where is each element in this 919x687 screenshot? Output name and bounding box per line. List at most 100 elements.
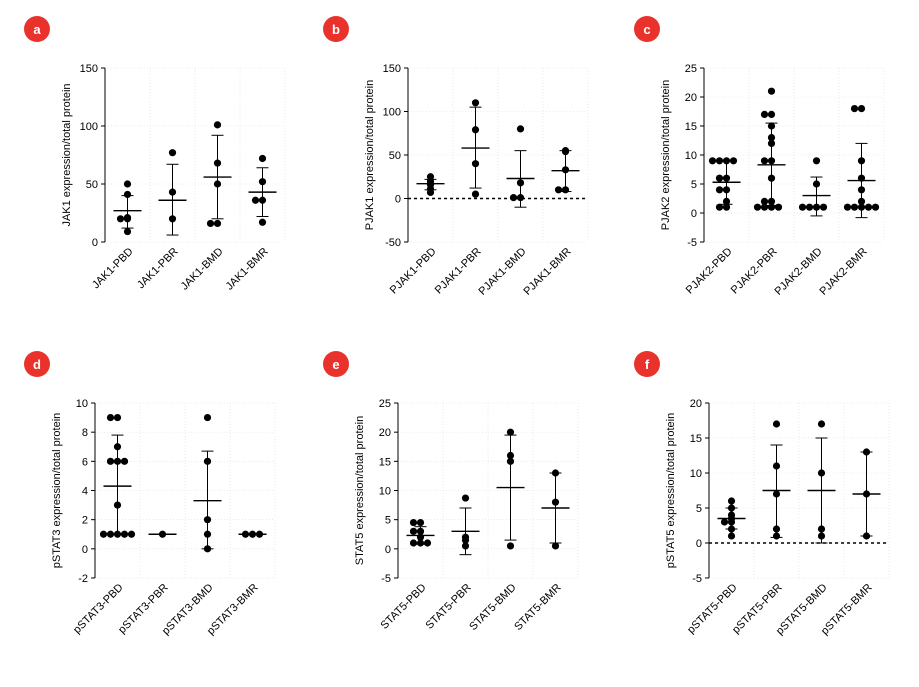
panel-letter: a [33,22,41,37]
x-category-label: STAT5-BMR [512,582,563,633]
y-tick-label: -5 [692,573,702,585]
y-tick-label: 25 [685,63,697,75]
data-point [416,518,425,527]
series-group-4 [238,530,267,538]
chart-panel-a: a 0 50 100 150 JAK1 expression/total protein J… [24,16,286,293]
data-point [213,219,222,228]
x-category-label: PJAK2-BMR [817,246,869,298]
y-tick-label: 100 [80,121,98,133]
y-tick-label: 6 [82,456,88,468]
data-point [715,186,724,194]
data-point [760,157,769,165]
data-point [864,203,873,211]
data-point [850,105,859,113]
data-point [120,530,129,538]
data-point [727,532,736,540]
panel-badge-circle [323,16,349,42]
panel-badge-circle [634,351,660,377]
data-point [409,518,418,527]
x-category-label: JAK1-BMD [179,246,226,293]
y-tick-label: 2 [82,515,88,527]
series-group-3 [193,413,222,553]
series-group-1 [99,413,136,538]
data-point [753,203,762,211]
x-category-label: JAK1-PBR [135,246,181,292]
series-group-2 [461,99,490,198]
data-point [116,215,125,223]
x-category-label: STAT5-PBR [423,582,473,632]
y-tick-label: 15 [685,121,697,133]
data-point [772,420,781,428]
y-tick-label: 15 [690,433,702,445]
data-point [123,180,132,188]
chart-panel-e: e -5 0 5 10 15 20 25 STAT5 expression/total prot… [323,351,579,633]
series-group-4 [843,105,880,219]
y-axis-label: PJAK1 expression/total protein [364,80,376,230]
y-tick-label: 10 [685,150,697,162]
y-tick-label: 50 [86,179,98,191]
data-point [506,428,515,436]
data-point [516,125,525,133]
y-axis-label: pSTAT5 expression/total protein [665,413,677,569]
y-tick-label: 5 [691,179,697,191]
y-tick-label: 0 [92,237,98,249]
data-point [798,203,807,211]
data-point [471,190,480,198]
data-point [113,413,122,422]
series-group-4 [551,147,580,194]
panel-badge-circle [24,351,50,377]
x-category-label: JAK1-BMR [224,246,271,293]
y-tick-label: 20 [379,427,391,439]
y-tick-label: 100 [383,107,401,119]
data-point [206,219,215,228]
y-tick-label: 8 [82,427,88,439]
data-point [509,194,518,202]
y-tick-label: 10 [76,398,88,410]
data-point [423,539,432,547]
series-group-3 [807,420,836,544]
panel-badge-circle [634,16,660,42]
y-tick-label: -5 [687,237,697,249]
data-point [715,157,724,165]
y-tick-label: 0 [385,544,391,556]
data-point [708,157,717,165]
data-point [409,527,418,535]
series-group-2 [158,149,187,236]
data-point [817,420,826,428]
panel-letter: c [643,22,650,37]
data-point [213,121,222,129]
series-group-1 [717,497,746,540]
y-tick-label: 0 [696,538,702,550]
data-point [767,110,776,118]
data-point [819,203,828,211]
data-point [857,105,866,113]
series-group-4 [852,448,881,540]
x-category-label: PJAK2-PBD [684,246,735,297]
series-group-2 [762,420,791,540]
y-tick-label: -50 [385,237,401,249]
x-category-label: PJAK1-BMR [521,246,573,298]
data-point [850,203,859,211]
data-point [727,497,736,505]
y-tick-label: 150 [383,63,401,75]
y-tick-label: -5 [381,573,391,585]
data-point [729,157,738,165]
data-point [715,174,724,182]
panel-letter: f [645,357,650,372]
series-group-1 [416,173,445,197]
data-point [409,539,418,547]
y-tick-label: 5 [696,503,702,515]
series-group-1 [708,157,741,211]
series-group-2 [451,494,480,556]
data-point [127,530,136,538]
data-point [722,203,731,211]
data-point [720,518,729,526]
data-point [715,203,724,211]
series-group-1 [406,518,435,547]
y-axis-label: JAK1 expression/total protein [61,83,73,226]
y-tick-label: 50 [389,150,401,162]
data-point [461,494,470,502]
x-category-label: STAT5-BMD [467,582,518,633]
data-point [258,218,267,226]
